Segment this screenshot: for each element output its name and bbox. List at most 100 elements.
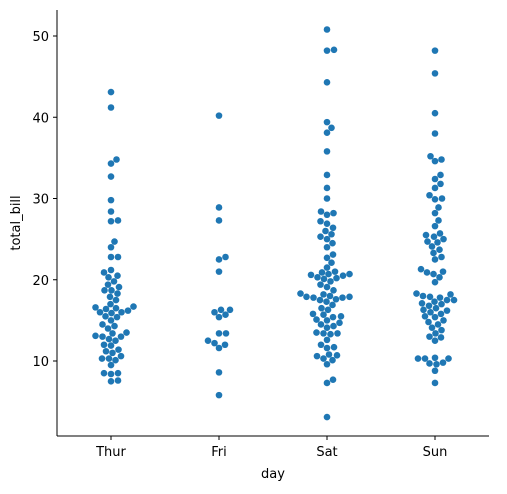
point <box>425 318 432 326</box>
point <box>435 217 442 224</box>
point <box>437 180 444 188</box>
point <box>339 272 347 279</box>
point <box>419 292 427 300</box>
point <box>426 360 433 367</box>
point <box>114 290 121 297</box>
point <box>437 171 444 179</box>
point <box>333 274 340 282</box>
point <box>433 360 440 368</box>
point <box>431 175 439 183</box>
point <box>425 302 433 310</box>
point <box>326 292 334 300</box>
point <box>215 313 223 321</box>
point <box>318 269 326 276</box>
point <box>420 306 427 314</box>
point <box>124 307 132 314</box>
point <box>438 195 446 202</box>
point <box>323 413 331 421</box>
point <box>439 268 447 275</box>
point <box>436 246 443 253</box>
point <box>117 333 125 340</box>
point <box>440 235 447 243</box>
point <box>330 343 338 351</box>
point <box>314 274 321 281</box>
point <box>92 304 99 311</box>
point <box>215 330 223 337</box>
point <box>217 306 225 314</box>
point <box>431 209 439 217</box>
point <box>317 341 325 349</box>
point <box>323 184 331 192</box>
point <box>107 300 114 308</box>
point <box>424 238 431 245</box>
point <box>323 264 331 271</box>
point <box>114 217 122 224</box>
point <box>297 290 304 297</box>
point <box>215 204 223 211</box>
point <box>323 211 331 219</box>
point <box>303 293 310 301</box>
point <box>437 310 445 318</box>
point <box>323 118 331 126</box>
point <box>430 270 437 278</box>
point <box>329 313 337 321</box>
point <box>426 293 434 301</box>
point <box>330 46 338 54</box>
point <box>423 269 431 276</box>
point <box>215 112 223 119</box>
point <box>115 283 123 291</box>
point <box>439 359 447 366</box>
point <box>432 304 440 312</box>
point <box>215 344 223 352</box>
point <box>443 296 451 304</box>
point <box>440 317 447 324</box>
point <box>434 321 442 328</box>
point <box>330 322 337 330</box>
point <box>323 129 331 136</box>
point <box>418 300 426 307</box>
point <box>328 230 335 238</box>
y-tick-label: 40 <box>32 111 49 126</box>
y-tick-label: 10 <box>32 355 49 370</box>
point <box>110 278 118 285</box>
point <box>316 296 324 304</box>
x-axis-label: day <box>261 467 285 482</box>
point <box>414 355 422 362</box>
point <box>434 239 441 246</box>
point <box>100 369 108 377</box>
point <box>204 337 212 344</box>
point <box>320 275 328 283</box>
y-axis-label: total_bill <box>9 195 24 250</box>
point <box>114 272 121 279</box>
point <box>113 313 121 321</box>
point <box>105 335 113 343</box>
point <box>320 311 327 318</box>
point <box>431 337 439 344</box>
point <box>431 109 439 117</box>
point <box>427 308 434 316</box>
point <box>331 268 339 275</box>
point <box>107 253 115 261</box>
point <box>436 294 444 301</box>
point <box>106 293 114 301</box>
point <box>437 334 445 341</box>
point <box>317 281 324 288</box>
y-tick-label: 30 <box>32 193 49 208</box>
point <box>438 156 445 163</box>
point <box>109 330 116 337</box>
point <box>327 278 334 285</box>
point <box>428 324 436 331</box>
point <box>104 281 112 288</box>
point <box>114 377 122 384</box>
point <box>112 356 119 364</box>
point <box>100 269 108 276</box>
point <box>313 316 320 323</box>
point <box>222 253 229 261</box>
y-tick-label: 20 <box>32 274 49 289</box>
point <box>346 270 353 278</box>
point <box>339 294 346 301</box>
point <box>428 243 436 250</box>
point <box>323 283 331 291</box>
point <box>336 319 343 327</box>
